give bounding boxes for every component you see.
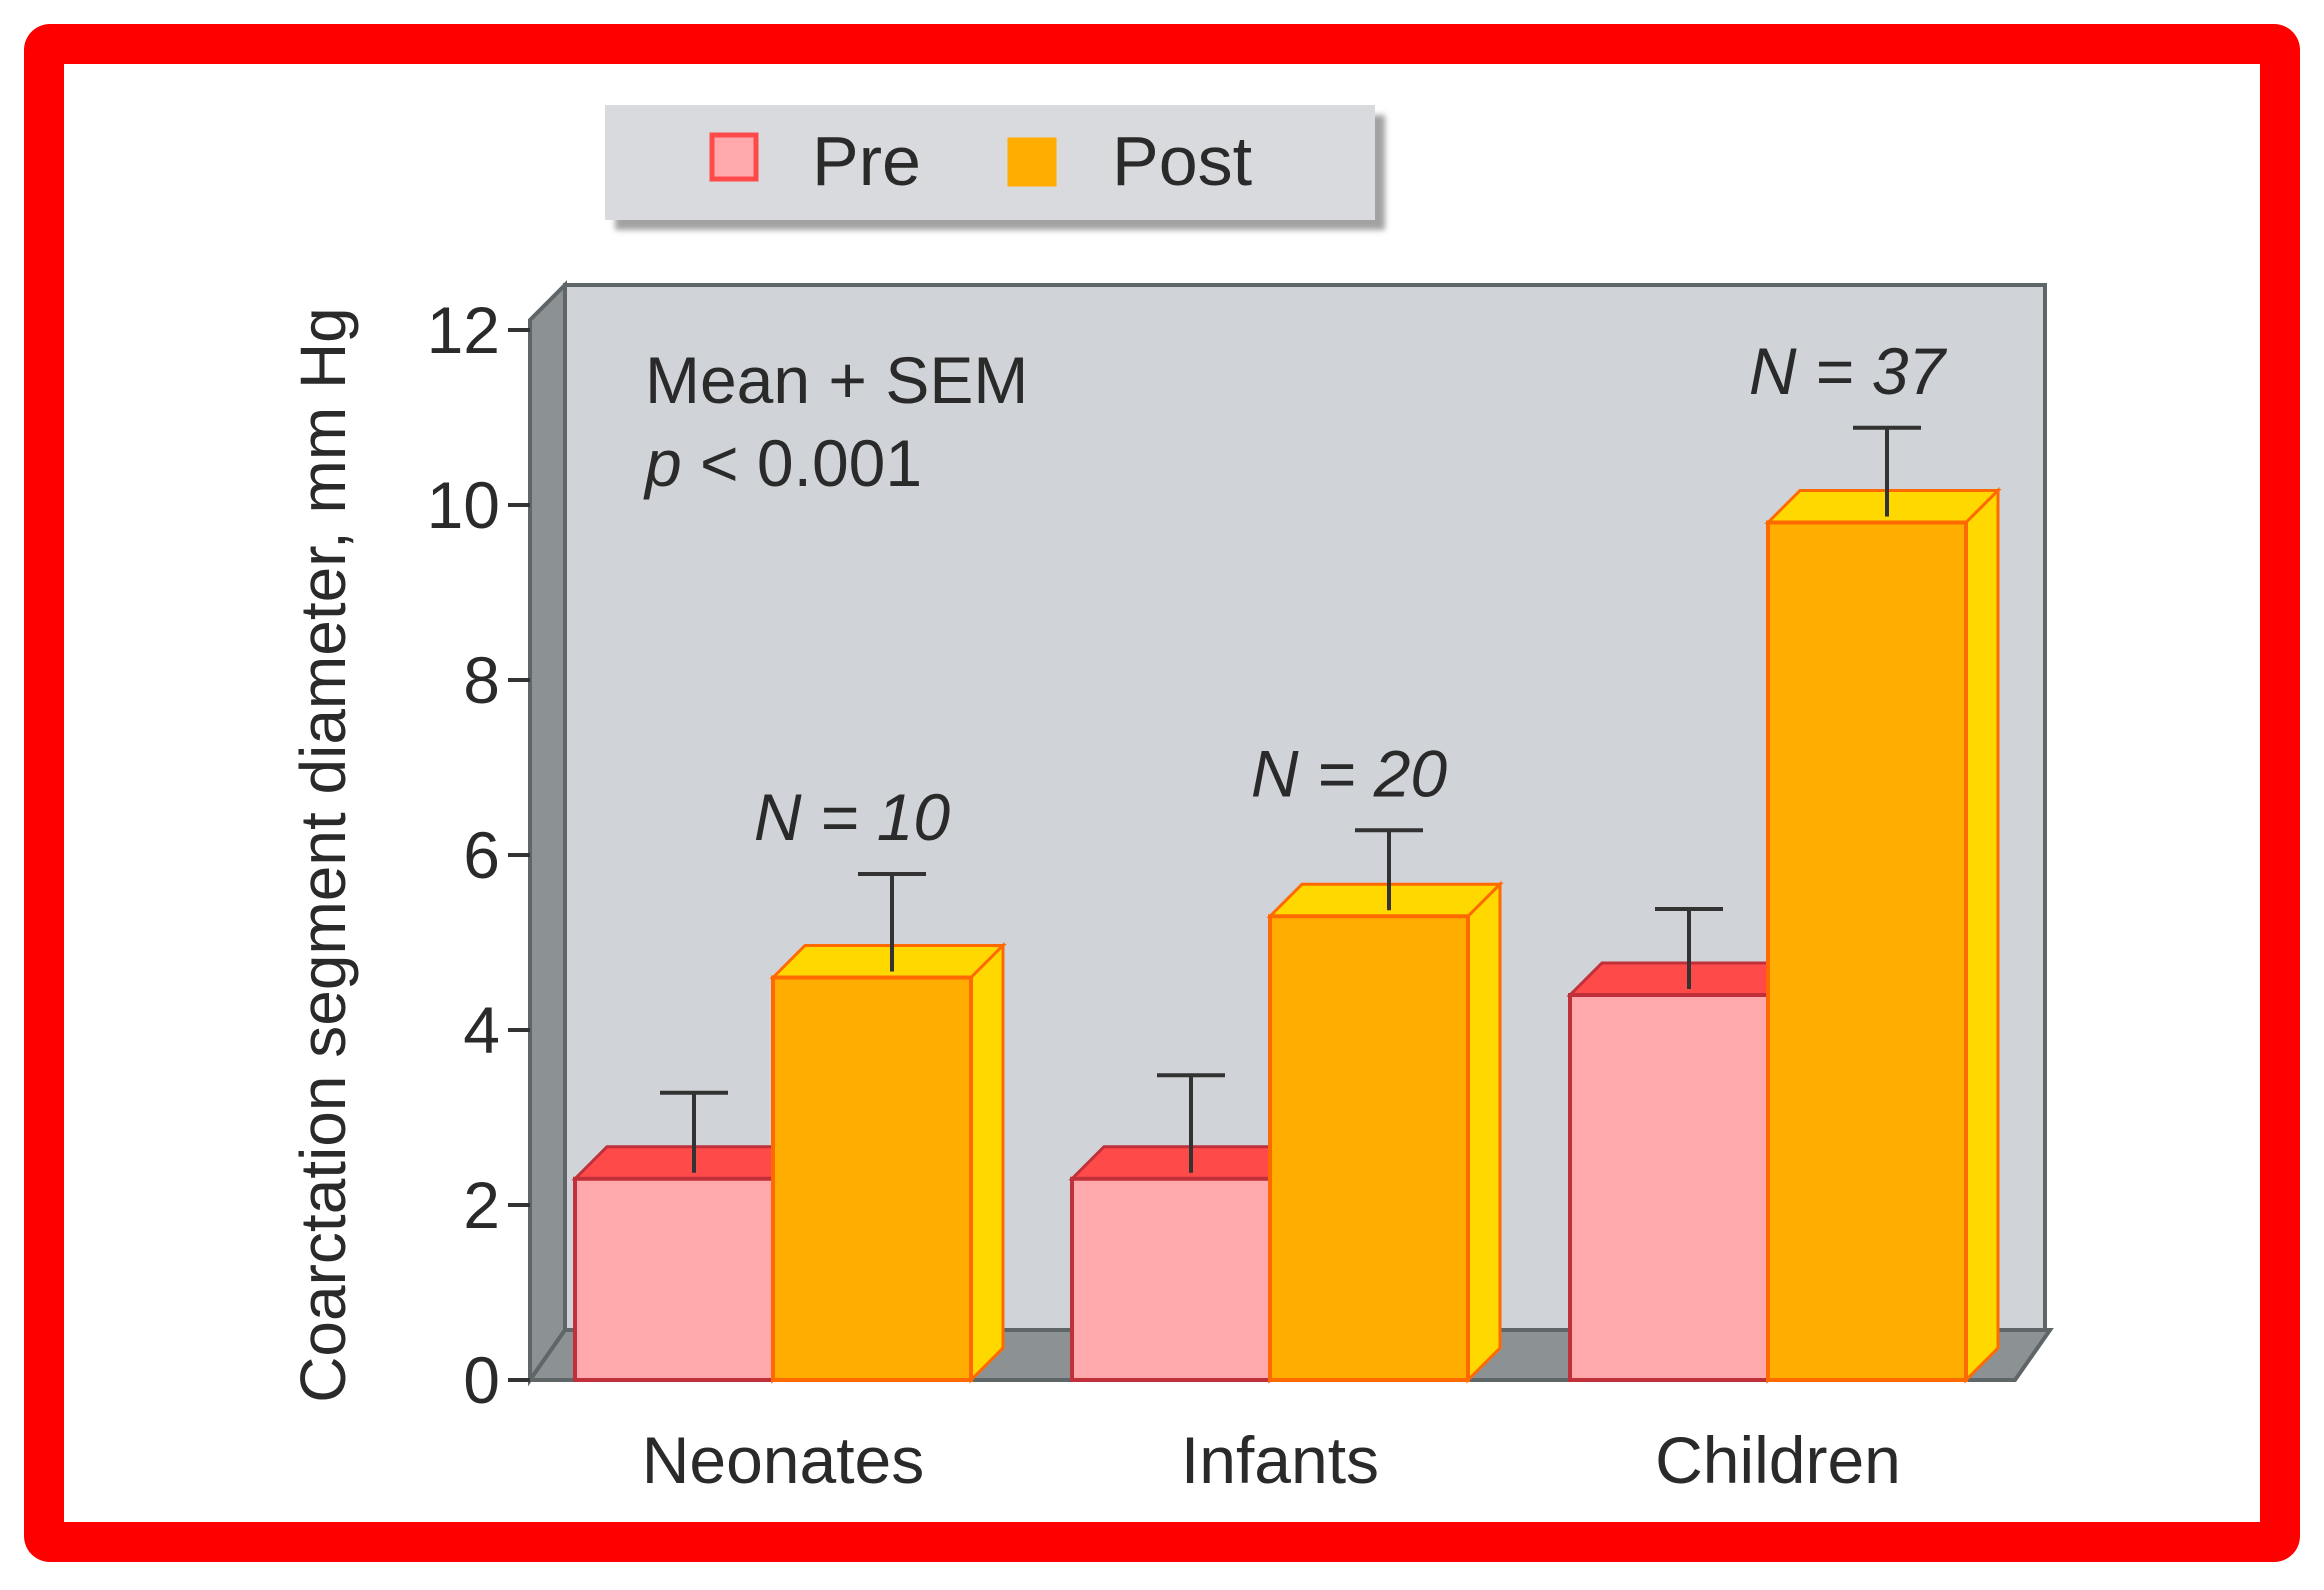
error-bars	[660, 425, 1921, 1173]
annotation-p-value: p < 0.001	[643, 426, 922, 500]
side-wall	[528, 280, 567, 1387]
bar-top	[1068, 1145, 1306, 1181]
legend-swatch-pre	[709, 132, 759, 182]
bar-top	[1266, 882, 1504, 918]
legend-label-post: Post	[1112, 122, 1252, 200]
bar-front	[1766, 520, 1968, 1382]
legend-swatch-post	[1007, 137, 1057, 187]
x-axis-labels: Neonates Infants Children	[642, 1423, 1901, 1497]
bar-top	[1566, 961, 1804, 997]
legend-label-pre: Pre	[812, 122, 921, 200]
n-label: N = 20	[1251, 736, 1448, 810]
p-symbol: p	[643, 426, 682, 500]
error-bar-post-neonates	[858, 872, 926, 972]
error-bar-post-children	[1853, 425, 1921, 517]
x-tick-label: Children	[1655, 1423, 1901, 1497]
y-tick-label: 6	[463, 818, 500, 892]
bars	[571, 486, 2002, 1384]
bar-pre-infants	[1068, 1143, 1306, 1384]
bar-side	[1466, 880, 1502, 1384]
error-bar-pre-children	[1655, 907, 1723, 989]
p-rest: < 0.001	[682, 426, 922, 500]
legend: Pre Post	[605, 105, 1375, 220]
error-bar-pre-infants	[1157, 1073, 1225, 1173]
y-tick-label: 2	[463, 1168, 500, 1242]
bar-front	[1568, 993, 1770, 1382]
x-tick-label: Neonates	[642, 1423, 925, 1497]
y-tick-label: 0	[463, 1343, 500, 1417]
bar-top	[769, 944, 1007, 979]
n-label: N = 37	[1749, 334, 1948, 408]
annotation-mean-sem: Mean + SEM	[645, 343, 1028, 417]
y-axis: 0 2 4 6 8 10 12	[427, 293, 530, 1417]
n-labels: N = 10 N = 20 N = 37	[754, 334, 1948, 854]
y-tick-label: 12	[427, 293, 500, 367]
bar-top	[1764, 489, 2002, 524]
y-tick-label: 4	[463, 993, 500, 1067]
error-bar-pre-neonates	[660, 1090, 728, 1173]
bar-front	[573, 1176, 775, 1382]
bar-top	[571, 1145, 809, 1181]
n-label: N = 10	[754, 780, 951, 854]
bar-front	[1070, 1176, 1272, 1382]
y-axis-title: Coarctation segment diameter, mm Hg	[287, 307, 359, 1403]
bar-side	[969, 941, 1005, 1384]
error-bar-post-infants	[1355, 828, 1423, 911]
bar-post-children	[1764, 486, 2002, 1384]
y-tick-label: 10	[427, 468, 500, 542]
bar-front	[1268, 914, 1470, 1382]
bar-front	[771, 975, 973, 1382]
x-tick-label: Infants	[1181, 1423, 1379, 1497]
bar-side	[1964, 486, 2000, 1384]
bar-post-neonates	[769, 941, 1007, 1384]
bar-post-infants	[1266, 880, 1504, 1384]
bar-pre-neonates	[571, 1143, 809, 1384]
bar-pre-children	[1566, 959, 1804, 1384]
y-tick-label: 8	[463, 643, 500, 717]
